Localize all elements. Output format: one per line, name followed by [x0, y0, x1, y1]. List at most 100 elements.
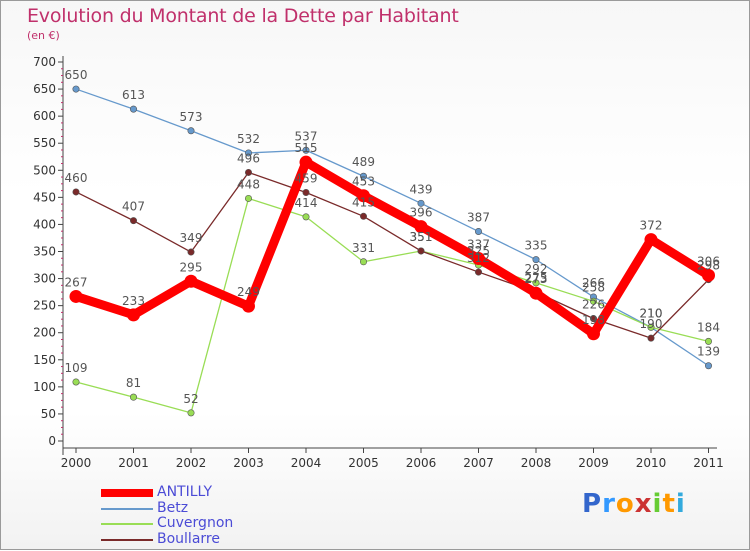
legend-swatch-betz: [101, 508, 153, 510]
data-label-boullarre: 459: [295, 171, 318, 185]
data-label-antilly: 295: [180, 260, 203, 274]
data-label-cuvergnon: 109: [65, 361, 88, 375]
y-tick-label: 350: [33, 245, 56, 259]
legend-label-cuvergnon: Cuvergnon: [157, 515, 234, 531]
data-label-cuvergnon: 325: [467, 244, 490, 258]
logo-letter: x: [634, 489, 653, 519]
data-point-boullarre: [417, 247, 425, 255]
data-label-cuvergnon: 184: [697, 320, 720, 334]
data-point-betz: [532, 256, 540, 264]
data-point-antilly: [472, 252, 485, 266]
logo-letter: o: [615, 489, 635, 519]
x-tick-label: 2001: [118, 456, 149, 470]
data-point-antilly: [357, 189, 370, 203]
data-point-boullarre: [72, 188, 80, 196]
proxiti-logo: Proxiti: [582, 489, 686, 519]
data-label-betz: 532: [237, 132, 260, 146]
legend-swatch-antilly: [101, 489, 153, 497]
data-point-betz: [245, 149, 253, 157]
data-label-antilly: 249: [237, 285, 260, 299]
data-point-antilly: [587, 327, 600, 341]
data-label-boullarre: 190: [640, 317, 663, 331]
data-point-boullarre: [359, 212, 367, 220]
data-label-betz: 573: [180, 110, 203, 124]
data-point-antilly: [414, 220, 428, 234]
data-point-betz: [704, 362, 712, 370]
y-tick-label: 650: [33, 82, 56, 96]
data-label-cuvergnon: 448: [237, 177, 260, 191]
data-label-cuvergnon: 331: [352, 241, 375, 255]
data-point-cuvergnon: [532, 279, 540, 287]
data-label-betz: 139: [697, 345, 720, 359]
data-point-boullarre: [130, 217, 138, 225]
data-label-antilly: 267: [65, 275, 88, 289]
data-point-boullarre: [245, 168, 253, 176]
y-tick-label: 600: [33, 109, 56, 123]
data-point-antilly: [127, 308, 140, 322]
data-label-betz: 439: [410, 182, 433, 196]
data-label-betz: 650: [65, 68, 88, 82]
data-point-betz: [302, 146, 310, 154]
data-point-betz: [474, 227, 482, 235]
data-label-antilly: 337: [467, 238, 490, 252]
chart-title: Evolution du Montant de la Dette par Hab…: [27, 5, 459, 27]
data-point-cuvergnon: [245, 194, 253, 202]
x-tick-label: 2005: [348, 456, 379, 470]
data-label-antilly: 372: [640, 219, 663, 233]
logo-letter: r: [602, 489, 616, 519]
data-label-betz: 489: [352, 155, 375, 169]
data-label-boullarre: 312: [467, 251, 490, 265]
data-label-cuvergnon: 292: [525, 262, 548, 276]
logo-letter: i: [675, 489, 686, 519]
data-point-antilly: [242, 299, 255, 313]
data-label-antilly: 233: [122, 294, 145, 308]
y-tick-label: 450: [33, 190, 56, 204]
y-tick-label: 50: [41, 407, 56, 421]
data-label-betz: 335: [525, 239, 548, 253]
y-tick-label: 250: [33, 299, 56, 313]
logo-letter: i: [652, 489, 663, 519]
data-point-boullarre: [302, 188, 310, 196]
legend-label-betz: Betz: [157, 500, 189, 516]
x-tick-label: 2002: [176, 456, 207, 470]
data-point-betz: [359, 172, 367, 180]
data-label-cuvergnon: 351: [410, 230, 433, 244]
y-tick-label: 300: [33, 272, 56, 286]
data-label-betz: 613: [122, 88, 145, 102]
y-tick-label: 150: [33, 353, 56, 367]
data-point-antilly: [69, 289, 83, 303]
data-label-boullarre: 351: [410, 230, 433, 244]
series-line-cuvergnon: [75, 197, 710, 414]
data-label-cuvergnon: 210: [640, 306, 663, 320]
data-label-boullarre: 349: [180, 231, 203, 245]
x-tick-label: 2007: [463, 456, 494, 470]
data-point-cuvergnon: [302, 213, 310, 221]
logo-letter: P: [582, 489, 603, 519]
data-point-antilly: [644, 233, 658, 247]
data-point-antilly: [299, 155, 313, 169]
legend-swatch-cuvergnon: [101, 523, 153, 525]
data-label-antilly: 273: [525, 272, 548, 286]
y-tick-label: 100: [33, 380, 56, 394]
data-label-boullarre: 460: [65, 171, 88, 185]
data-point-cuvergnon: [589, 297, 597, 305]
y-tick-label: 550: [33, 136, 56, 150]
data-point-betz: [187, 127, 195, 135]
data-point-cuvergnon: [647, 323, 655, 331]
data-point-boullarre: [589, 315, 597, 323]
data-label-boullarre: 275: [525, 271, 548, 285]
chart-subtitle: (en €): [27, 29, 60, 42]
x-tick-label: 2009: [578, 456, 609, 470]
logo-letter: t: [662, 489, 676, 519]
legend-label-boullarre: Boullarre: [157, 531, 220, 547]
data-point-boullarre: [647, 334, 655, 342]
data-point-cuvergnon: [187, 409, 195, 417]
data-label-antilly: 198: [582, 313, 605, 327]
x-tick-label: 2008: [521, 456, 552, 470]
series-line-betz: [75, 88, 710, 367]
y-tick-label: 400: [33, 217, 56, 231]
data-point-antilly: [702, 268, 715, 282]
data-point-betz: [72, 85, 80, 93]
data-label-antilly: 396: [410, 206, 433, 220]
legend-swatch-boullarre: [101, 539, 153, 541]
